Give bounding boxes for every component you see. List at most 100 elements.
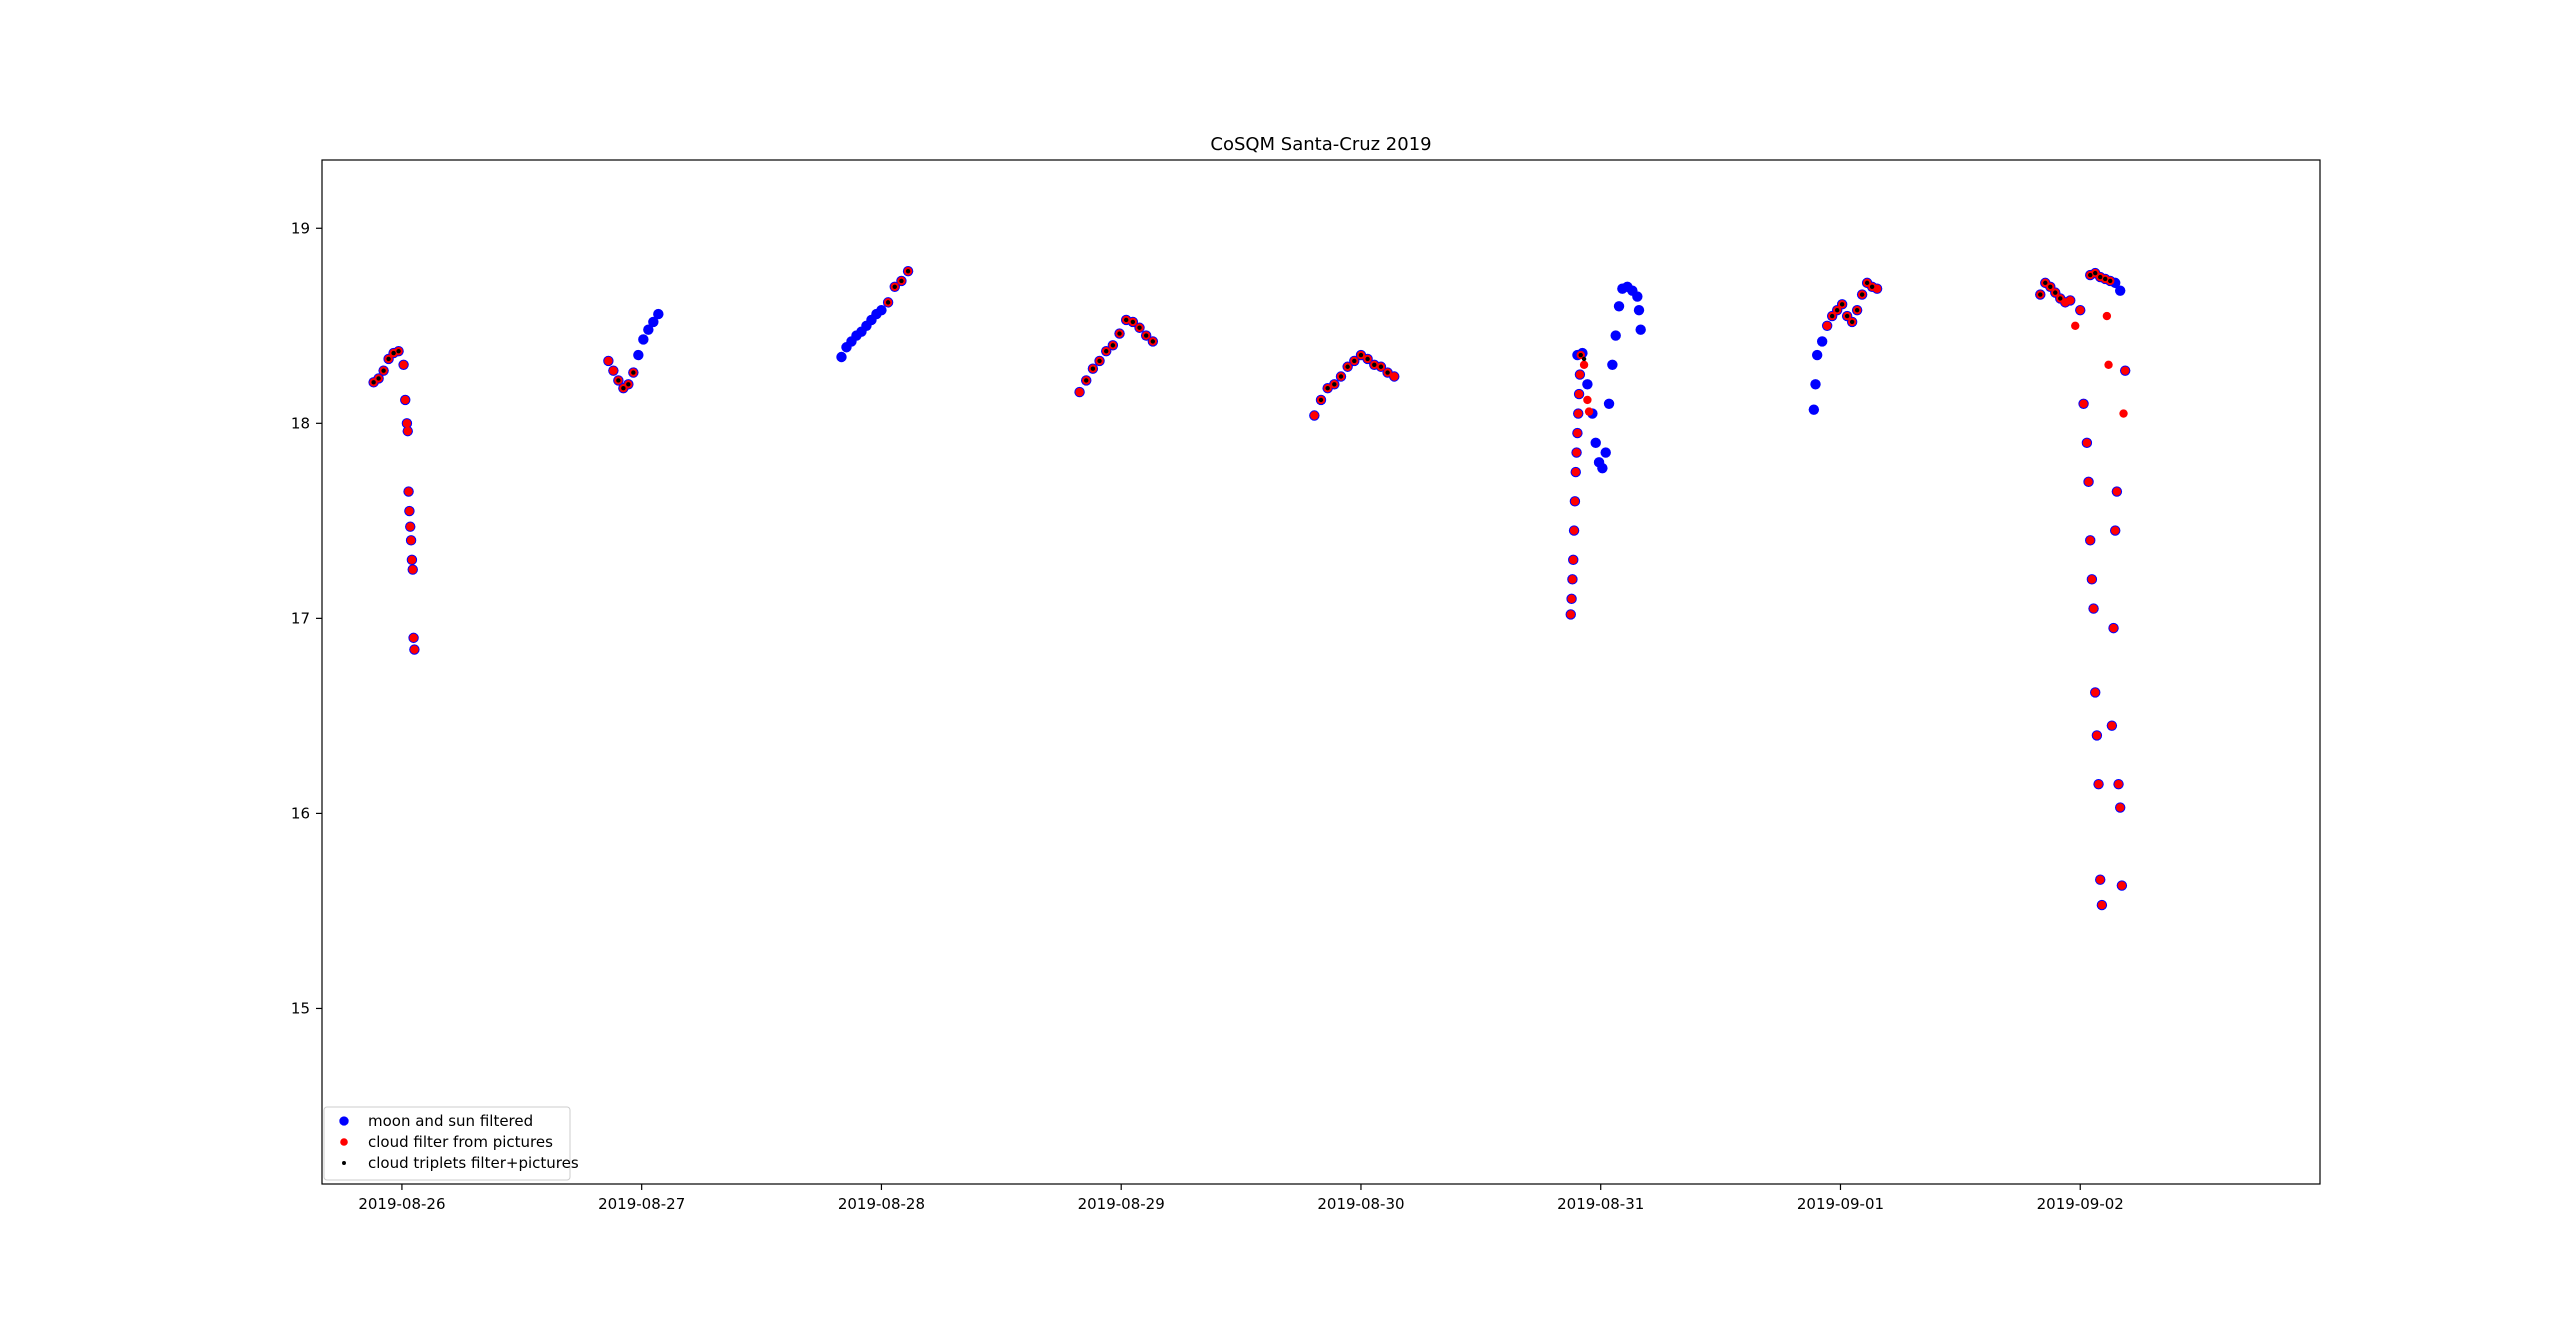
- data-point-1: [405, 506, 414, 516]
- data-point-1: [604, 356, 613, 366]
- data-point-1: [2084, 477, 2093, 487]
- x-tick-label: 2019-09-01: [1797, 1195, 1884, 1213]
- data-point-1: [2071, 321, 2080, 330]
- y-tick-label: 19: [291, 219, 310, 237]
- data-point-1: [1575, 370, 1585, 379]
- legend-box: [323, 1106, 571, 1181]
- data-point-1: [1574, 389, 1584, 399]
- x-tick-label: 2019-08-26: [358, 1195, 445, 1213]
- data-point-1: [2111, 526, 2120, 535]
- legend-label: cloud filter from pictures: [368, 1133, 553, 1151]
- data-point-1: [402, 419, 412, 428]
- data-point-2: [1844, 313, 1850, 319]
- data-point-2: [1385, 370, 1390, 375]
- legend-label: cloud triplets filter+pictures: [368, 1154, 579, 1172]
- data-point-2: [1834, 307, 1840, 313]
- data-point-0: [653, 308, 664, 320]
- data-point-2: [2058, 296, 2063, 301]
- data-point-2: [1104, 348, 1109, 354]
- data-point-2: [616, 378, 621, 383]
- legend-marker: [339, 1116, 349, 1126]
- x-tick-label: 2019-08-29: [1078, 1195, 1165, 1213]
- data-point-1: [2109, 623, 2118, 633]
- data-point-2: [1130, 319, 1136, 325]
- data-point-1: [1872, 284, 1882, 293]
- data-point-2: [2098, 274, 2103, 280]
- data-point-1: [406, 522, 415, 531]
- data-point-2: [1325, 386, 1330, 391]
- data-point-2: [2088, 272, 2093, 278]
- y-tick-label: 18: [291, 414, 310, 432]
- y-tick-label: 15: [291, 999, 310, 1017]
- data-point-2: [1859, 292, 1865, 297]
- data-point-1: [1569, 526, 1579, 535]
- data-point-1: [2112, 487, 2122, 496]
- data-point-1: [2097, 900, 2107, 910]
- data-point-2: [1318, 397, 1324, 403]
- data-point-2: [386, 356, 391, 362]
- y-tick-label: 17: [291, 609, 310, 627]
- data-point-0: [638, 334, 649, 345]
- data-point-1: [2086, 536, 2095, 545]
- data-point-2: [2043, 280, 2048, 286]
- data-point-2: [2103, 276, 2108, 282]
- data-point-2: [371, 380, 376, 385]
- data-point-1: [1566, 610, 1575, 619]
- legend-marker: [340, 1138, 348, 1146]
- data-point-2: [1352, 358, 1357, 364]
- data-point-1: [1310, 411, 1319, 420]
- data-point-1: [2089, 604, 2098, 613]
- data-point-1: [2119, 409, 2128, 418]
- x-tick-label: 2019-08-30: [1317, 1195, 1404, 1213]
- data-point-2: [1110, 343, 1116, 348]
- data-point-2: [1365, 356, 1370, 362]
- data-point-1: [403, 426, 412, 436]
- data-point-1: [1390, 372, 1399, 381]
- data-point-2: [885, 300, 891, 305]
- data-point-0: [1607, 359, 1618, 370]
- data-point-2: [1345, 364, 1350, 369]
- data-point-1: [401, 395, 410, 405]
- data-point-2: [1358, 352, 1364, 358]
- data-point-1: [2102, 311, 2112, 321]
- data-point-0: [1816, 336, 1828, 347]
- data-point-2: [1372, 362, 1377, 367]
- data-point-1: [409, 633, 418, 643]
- data-point-2: [2093, 270, 2098, 276]
- data-point-2: [1849, 319, 1855, 325]
- data-point-0: [1633, 304, 1645, 316]
- data-point-2: [1378, 364, 1384, 369]
- data-point-2: [1338, 374, 1344, 379]
- data-point-2: [1581, 356, 1587, 362]
- data-point-0: [876, 304, 887, 316]
- data-point-2: [1097, 358, 1102, 364]
- data-point-1: [2120, 366, 2130, 375]
- data-point-1: [2079, 399, 2088, 409]
- data-point-1: [1567, 594, 1576, 604]
- data-point-2: [1332, 382, 1337, 387]
- data-point-2: [1864, 280, 1870, 286]
- data-point-1: [1572, 448, 1581, 457]
- data-point-1: [2082, 438, 2092, 448]
- x-tick-label: 2019-09-02: [2037, 1195, 2124, 1213]
- data-point-1: [399, 360, 408, 369]
- scatter-points: [368, 265, 2131, 911]
- data-point-1: [1571, 467, 1580, 477]
- chart-title: CoSQM Santa-Cruz 2019: [1210, 134, 1431, 155]
- data-point-0: [648, 316, 659, 328]
- data-point-0: [633, 349, 644, 361]
- data-point-0: [1610, 330, 1621, 341]
- data-point-0: [1808, 404, 1820, 415]
- data-point-0: [643, 324, 654, 335]
- data-point-0: [1632, 291, 1643, 302]
- x-axis-ticks: 2019-08-26 2019-08-27 2019-08-28 2019-08-29…: [358, 1184, 2124, 1213]
- data-point-2: [1123, 317, 1129, 323]
- data-point-1: [1579, 360, 1589, 369]
- data-point-2: [1117, 331, 1122, 336]
- data-point-1: [2092, 731, 2102, 740]
- data-point-1: [404, 487, 413, 496]
- data-point-2: [1150, 339, 1156, 344]
- data-point-2: [905, 268, 911, 274]
